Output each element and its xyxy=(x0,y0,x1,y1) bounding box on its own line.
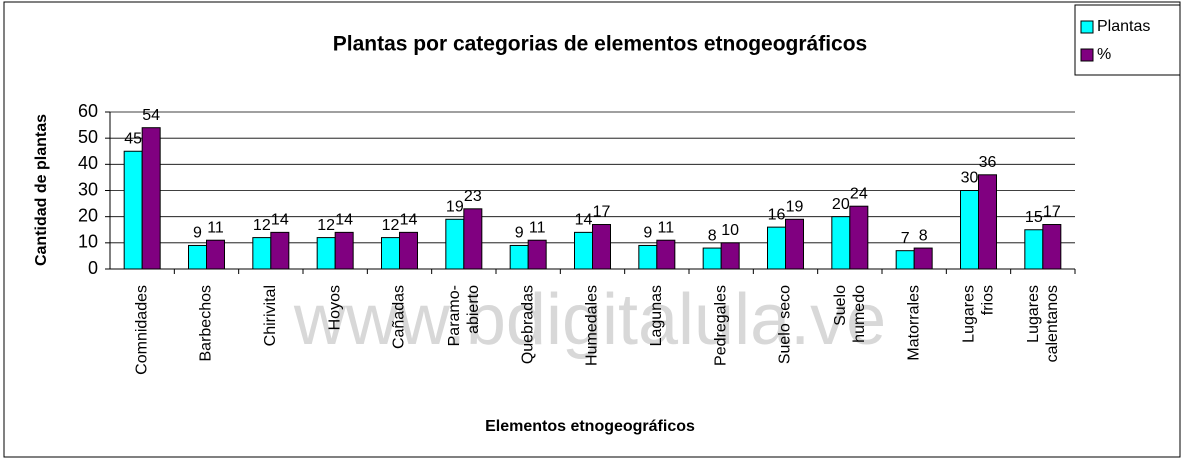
data-label: 16 xyxy=(768,206,786,223)
x-tick-label: Pedregales xyxy=(712,285,729,366)
data-label: 20 xyxy=(832,196,850,213)
data-label: 15 xyxy=(1025,209,1043,226)
y-tick-label: 20 xyxy=(78,205,98,225)
bar xyxy=(527,239,547,270)
bar xyxy=(141,127,161,270)
data-label: 12 xyxy=(253,217,271,234)
data-label: 23 xyxy=(464,188,482,205)
bar xyxy=(445,218,465,270)
bar xyxy=(1024,229,1044,270)
data-label: 54 xyxy=(142,107,160,124)
x-tick-label: Lagunas xyxy=(648,285,665,346)
data-label: 17 xyxy=(1043,204,1061,221)
data-label: 8 xyxy=(708,227,717,244)
data-label: 11 xyxy=(207,219,224,236)
data-label: 45 xyxy=(124,130,142,147)
bar xyxy=(463,208,483,270)
bar xyxy=(785,218,804,270)
bar xyxy=(656,239,676,270)
watermark: www.bdigitalula.ve xyxy=(293,280,886,360)
x-tick-label: Suelo humedo xyxy=(832,285,868,343)
chart-title: Plantas por categorias de elementos etno… xyxy=(333,33,868,56)
x-tick-label: Comnidades xyxy=(133,285,150,375)
data-label: 10 xyxy=(721,222,739,239)
bar xyxy=(509,244,529,270)
data-label: 12 xyxy=(317,217,335,234)
bar xyxy=(206,239,225,270)
data-label: 9 xyxy=(643,225,652,242)
bar xyxy=(831,216,851,270)
data-label: 11 xyxy=(658,219,675,236)
data-label: 17 xyxy=(593,204,611,221)
bar xyxy=(252,237,272,270)
bar xyxy=(849,205,869,270)
bar xyxy=(592,224,611,270)
bar xyxy=(913,247,933,270)
bar xyxy=(1042,224,1062,270)
bar xyxy=(334,231,354,270)
y-tick-label: 60 xyxy=(78,101,98,121)
data-label: 14 xyxy=(400,212,418,229)
y-tick-label: 0 xyxy=(88,258,98,278)
bar xyxy=(574,231,593,270)
x-tick-label: Hoyos xyxy=(326,285,343,330)
x-tick-label: Chirivital xyxy=(262,285,279,346)
x-tick-label: Paramo-abierto xyxy=(446,285,482,346)
bar xyxy=(123,150,143,270)
data-label: 12 xyxy=(382,217,400,234)
y-tick-label: 30 xyxy=(78,179,98,199)
legend-label: Plantas xyxy=(1097,18,1150,35)
bar xyxy=(720,242,740,270)
data-label: 30 xyxy=(961,170,979,187)
data-label: 19 xyxy=(446,199,464,216)
data-label: 36 xyxy=(979,154,997,171)
bar xyxy=(270,231,290,270)
legend-label: % xyxy=(1097,46,1111,63)
x-tick-label: Humedales xyxy=(584,285,601,366)
bar xyxy=(702,247,722,270)
x-tick-label: Quebradas xyxy=(519,285,536,364)
data-label: 14 xyxy=(335,212,353,229)
data-label: 14 xyxy=(575,212,593,229)
bar xyxy=(960,190,979,270)
x-tick-label: Barbechos xyxy=(198,285,215,362)
y-tick-label: 10 xyxy=(78,232,98,252)
x-tick-label: Matorrales xyxy=(905,285,922,361)
data-label: 9 xyxy=(515,225,524,242)
data-label: 19 xyxy=(786,199,804,216)
legend-box xyxy=(1074,4,1181,76)
x-tick-label: Lugares calentanos xyxy=(1025,285,1061,362)
x-tick-label: Suelo seco xyxy=(777,285,794,364)
bar xyxy=(316,237,336,270)
bar xyxy=(188,244,207,270)
y-axis-label: Cantidad de plantas xyxy=(33,114,50,266)
data-label: 9 xyxy=(193,225,202,242)
legend-swatch xyxy=(1080,20,1094,34)
bar xyxy=(895,250,915,270)
bar xyxy=(399,231,418,270)
x-axis-label: Elementos etnogeográficos xyxy=(485,418,695,435)
data-label: 14 xyxy=(271,212,289,229)
bar xyxy=(978,174,997,270)
y-tick-label: 40 xyxy=(78,153,98,173)
data-label: 11 xyxy=(529,219,546,236)
data-label: 7 xyxy=(901,230,910,247)
bar xyxy=(638,244,658,270)
legend-swatch xyxy=(1080,48,1094,62)
x-tick-label: Lugares frios xyxy=(961,285,997,343)
y-tick-label: 50 xyxy=(78,127,98,147)
data-label: 8 xyxy=(919,227,928,244)
data-label: 24 xyxy=(850,185,868,202)
bar xyxy=(767,226,786,270)
x-tick-label: Cañadas xyxy=(391,285,408,349)
bar xyxy=(381,237,400,270)
